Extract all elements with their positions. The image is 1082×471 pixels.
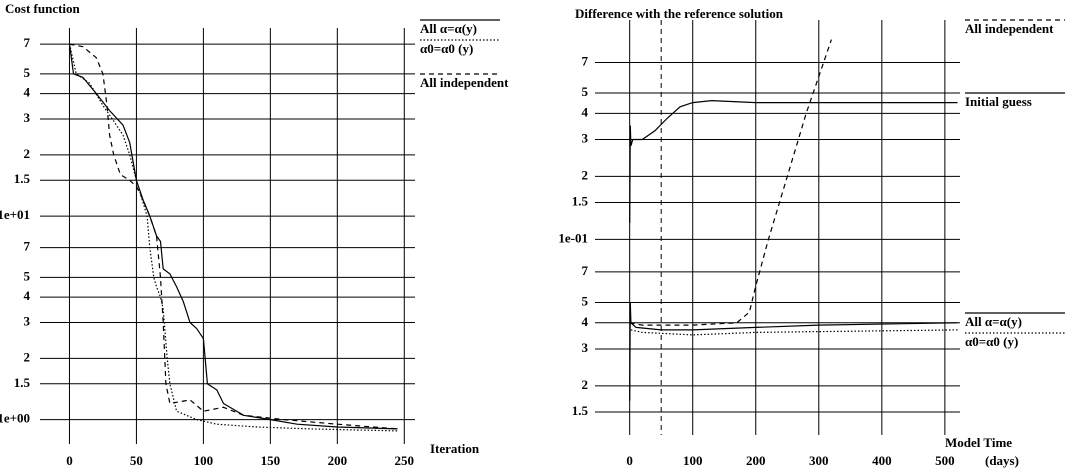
data-line <box>629 39 832 326</box>
y-tick-label: 2 <box>24 349 31 364</box>
data-line <box>629 99 958 223</box>
y-tick-label: 3 <box>582 340 589 355</box>
legend-label: Initial guess <box>965 94 1032 109</box>
y-tick-label: 3 <box>582 130 589 145</box>
data-line <box>68 43 398 432</box>
y-tick-label: 5 <box>24 268 31 283</box>
x-axis-unit: (days) <box>985 453 1019 468</box>
y-tick-label: 1.5 <box>14 375 31 390</box>
data-line <box>69 43 398 430</box>
y-tick-label: 2 <box>582 167 589 182</box>
x-tick-label: 50 <box>130 453 143 468</box>
y-tick-label: 1.5 <box>572 403 589 418</box>
y-tick-label: 4 <box>24 85 31 100</box>
y-tick-label: 5 <box>582 293 589 308</box>
y-tick-label: 1.5 <box>14 171 31 186</box>
x-tick-label: 100 <box>194 453 214 468</box>
x-tick-label: 300 <box>809 453 829 468</box>
y-tick-label: 7 <box>582 263 589 278</box>
x-tick-label: 150 <box>261 453 281 468</box>
x-tick-label: 100 <box>683 453 703 468</box>
y-tick-label: 7 <box>582 53 589 68</box>
x-tick-label: 250 <box>395 453 415 468</box>
x-axis-label: Model Time <box>945 435 1012 450</box>
y-tick-label: 7 <box>24 35 31 50</box>
data-line <box>68 44 398 430</box>
legend-label: All α=α(y) <box>420 21 477 36</box>
y-tick-label: 1e+01 <box>0 207 30 222</box>
y-tick-label: 3 <box>24 110 31 125</box>
y-tick-label: 4 <box>582 314 589 329</box>
legend-label: All independent <box>965 21 1054 36</box>
legend-label: α0=α0 (y) <box>420 41 473 56</box>
y-tick-label: 4 <box>24 288 31 303</box>
y-tick-label: 1e+00 <box>0 411 30 426</box>
legend-label: All α=α(y) <box>965 314 1022 329</box>
data-line <box>629 302 958 401</box>
legend-label: All independent <box>420 75 509 90</box>
legend-label: α0=α0 (y) <box>965 334 1018 349</box>
x-tick-label: 200 <box>328 453 348 468</box>
y-tick-label: 2 <box>24 146 31 161</box>
y-tick-label: 5 <box>24 65 31 80</box>
x-tick-label: 0 <box>66 453 73 468</box>
y-tick-label: 2 <box>582 377 589 392</box>
y-tick-label: 4 <box>582 104 589 119</box>
chart-title: Difference with the reference solution <box>575 6 784 21</box>
chart-title: Cost function <box>5 1 81 16</box>
y-tick-label: 1e-01 <box>558 230 588 245</box>
y-tick-label: 5 <box>582 84 589 99</box>
data-line <box>630 329 958 336</box>
x-tick-label: 0 <box>626 453 633 468</box>
x-tick-label: 500 <box>935 453 955 468</box>
y-tick-label: 3 <box>24 314 31 329</box>
x-tick-label: 400 <box>872 453 892 468</box>
x-axis-label: Iteration <box>430 441 480 456</box>
x-tick-label: 200 <box>746 453 766 468</box>
y-tick-label: 7 <box>24 239 31 254</box>
y-tick-label: 1.5 <box>572 194 589 209</box>
